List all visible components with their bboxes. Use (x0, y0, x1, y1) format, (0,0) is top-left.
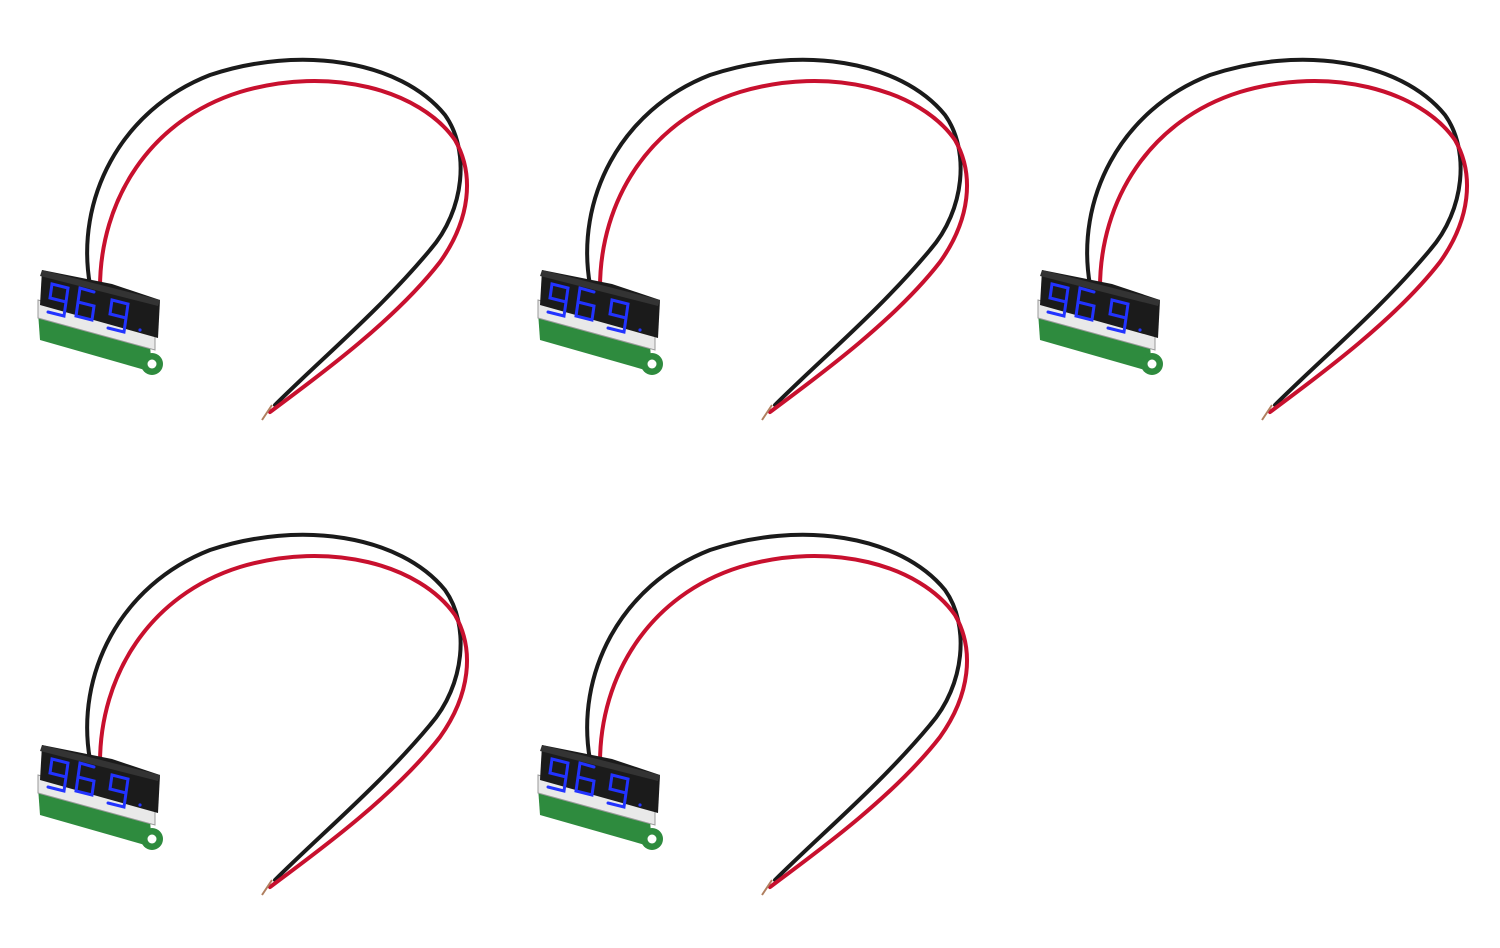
voltmeter-module (536, 532, 969, 897)
voltmeter-module (536, 57, 969, 422)
voltmeter-module (36, 57, 469, 422)
voltmeter-module (1036, 57, 1469, 422)
voltmeter-module (36, 532, 469, 897)
